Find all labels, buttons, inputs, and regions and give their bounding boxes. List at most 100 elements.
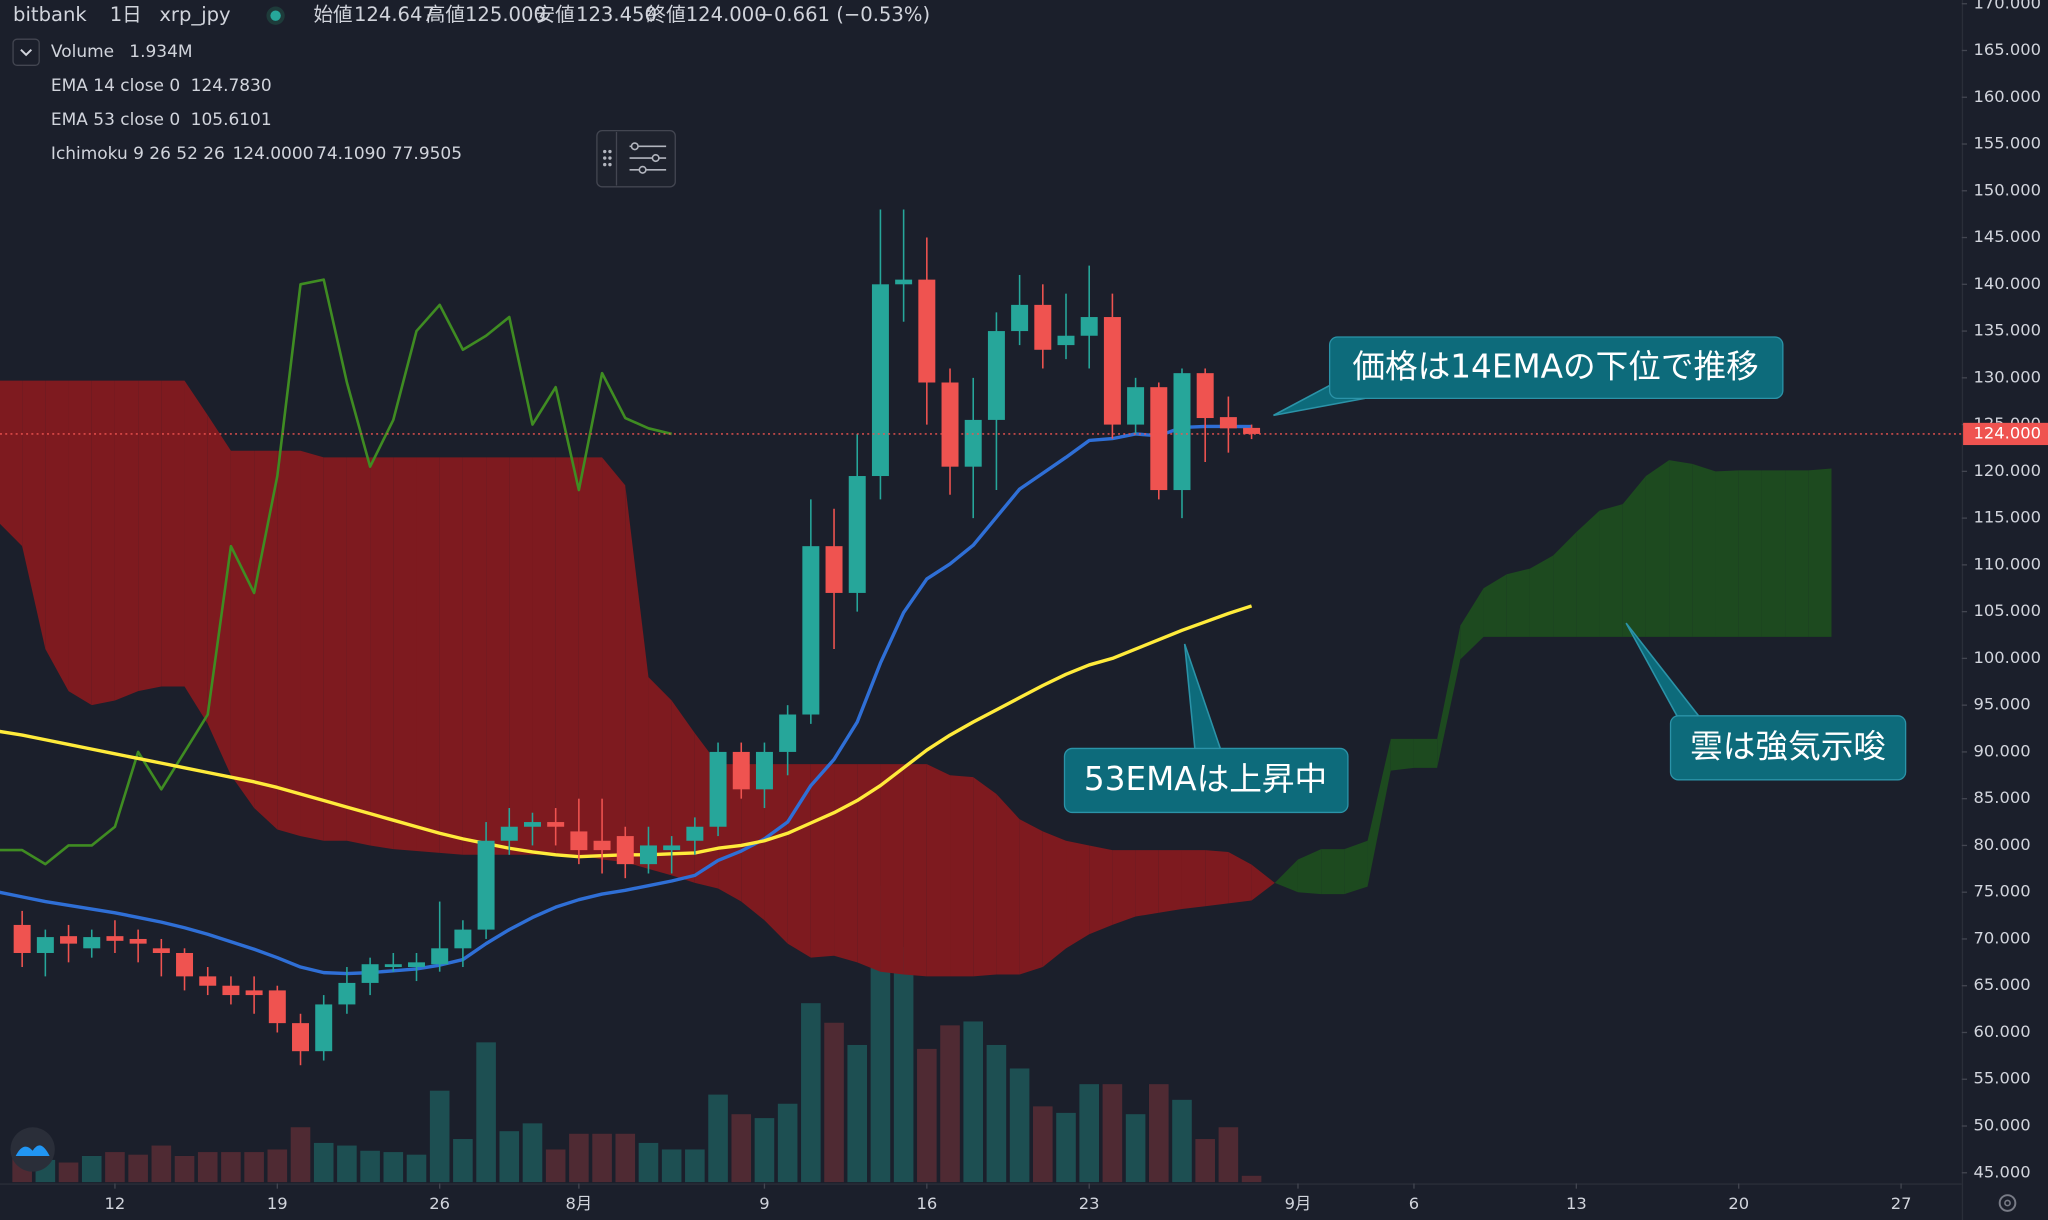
legend-value: 105.6101 <box>191 110 272 130</box>
y-tick-label: 90.000 <box>1974 741 2031 760</box>
annotation-text: 53EMAは上昇中 <box>1084 760 1327 798</box>
ohlc-label: 始値 <box>313 3 352 26</box>
x-tick-label: 6 <box>1409 1194 1419 1213</box>
legend-value: 74.1090 <box>316 144 386 164</box>
drag-handle[interactable] <box>603 149 612 167</box>
volume-bar <box>615 1133 636 1183</box>
ohlc-label: 高値 <box>426 3 465 26</box>
volume-bar <box>917 1048 937 1183</box>
volume-bar <box>685 1149 705 1183</box>
volume-bar <box>893 947 914 1183</box>
last-price-tag <box>1963 422 2048 446</box>
ohlc-value: 124.647 <box>354 3 435 26</box>
cloud-segment <box>1576 510 1600 637</box>
y-tick-label: 85.000 <box>1974 788 2031 807</box>
volume-bar <box>476 1042 496 1183</box>
cloud-segment <box>277 450 301 837</box>
symbol: xrp_jpy <box>159 3 230 26</box>
y-tick-label: 75.000 <box>1974 882 2031 901</box>
volume-bar <box>105 1152 125 1183</box>
volume-bar <box>708 1094 728 1183</box>
candle-body <box>384 964 402 968</box>
volume-bar <box>1148 1084 1169 1183</box>
candle-body <box>523 822 541 827</box>
volume-bar <box>1241 1175 1262 1183</box>
logo-icon <box>15 1145 50 1156</box>
cloud-segment <box>91 380 115 706</box>
volume-bar <box>174 1155 195 1183</box>
candle-body <box>709 751 727 827</box>
candle-body <box>755 751 773 790</box>
y-tick-label: 105.000 <box>1974 601 2041 620</box>
annotation-box <box>1063 747 1349 814</box>
cloud-segment <box>950 775 974 977</box>
volume-bar <box>267 1149 288 1183</box>
legend-name: EMA 14 close 0 <box>51 76 180 96</box>
candle-body <box>1219 417 1237 429</box>
volume-bar <box>824 1022 844 1183</box>
candle-body <box>941 382 959 467</box>
floating-toolbar[interactable] <box>596 129 676 188</box>
candle-body <box>268 990 286 1024</box>
logo-button[interactable] <box>10 1127 55 1172</box>
cloud-segment <box>903 764 927 977</box>
x-tick-label: 8月 <box>566 1194 593 1213</box>
volume-bar <box>1009 1068 1030 1183</box>
legend: Volume 1.934M EMA 14 close 0 124.7830 EM… <box>12 38 462 164</box>
cloud-segment <box>138 380 162 692</box>
cloud-segment <box>1622 476 1646 637</box>
x-tick-label: 12 <box>105 1194 126 1213</box>
volume-bar <box>777 1103 798 1183</box>
time-axis-panel <box>0 1183 1962 1220</box>
y-tick-label: 55.000 <box>1974 1069 2031 1088</box>
y-tick-label: 115.000 <box>1974 508 2041 527</box>
volume-bar <box>1102 1084 1123 1183</box>
volume-bar <box>847 1044 868 1183</box>
lagging-span <box>0 278 672 866</box>
cloud-segment <box>1274 859 1298 893</box>
header: bitbank 1日 xrp_jpy 始値 124.647 高値 125.000… <box>13 3 930 26</box>
gear-hub <box>2004 1199 2011 1207</box>
ohlc-label: 終値 <box>647 3 686 26</box>
cloud-segment <box>1645 460 1670 637</box>
candle-body <box>779 714 797 752</box>
cloud-segment <box>393 457 417 852</box>
candle-body <box>593 840 611 851</box>
candle-body <box>1034 304 1052 350</box>
cloud-segment <box>1251 864 1275 901</box>
cloud-segment <box>1506 568 1530 637</box>
y-tick-label: 165.000 <box>1974 40 2041 59</box>
candle-body <box>199 976 217 986</box>
y-tick-label: 100.000 <box>1974 648 2041 667</box>
ohlc-value: 124.000 <box>686 3 767 26</box>
candle-body <box>338 982 356 1005</box>
collapse-button[interactable] <box>12 38 40 66</box>
logo-circle <box>10 1127 55 1172</box>
x-tick-label: 26 <box>429 1194 450 1213</box>
cloud-segment <box>1344 840 1368 895</box>
candle-body <box>36 937 54 953</box>
volume-bar <box>731 1114 752 1183</box>
volume-bar <box>661 1149 682 1183</box>
volume-bar <box>221 1152 241 1183</box>
volume-bar <box>337 1145 357 1183</box>
candle-body <box>1150 387 1168 491</box>
cloud-segment <box>1367 738 1391 887</box>
settings-button[interactable] <box>1998 1194 2017 1212</box>
candle-body <box>500 826 518 841</box>
volume-bar <box>522 1123 543 1183</box>
settings-icon[interactable] <box>629 142 667 174</box>
x-tick-label: 20 <box>1728 1194 1749 1213</box>
volume-bar <box>592 1133 612 1183</box>
volume-bar <box>1172 1099 1192 1183</box>
cloud-segment <box>1158 850 1182 913</box>
legend-value: 1.934M <box>129 42 192 62</box>
cloud-segment <box>1042 831 1067 968</box>
y-tick-label: 170.000 <box>1974 0 2041 12</box>
candle-body <box>454 929 472 949</box>
cloud-segment <box>1553 532 1577 637</box>
candle-body <box>987 331 1005 420</box>
cloud-segment <box>1715 470 1739 637</box>
y-tick-label: 65.000 <box>1974 975 2031 994</box>
